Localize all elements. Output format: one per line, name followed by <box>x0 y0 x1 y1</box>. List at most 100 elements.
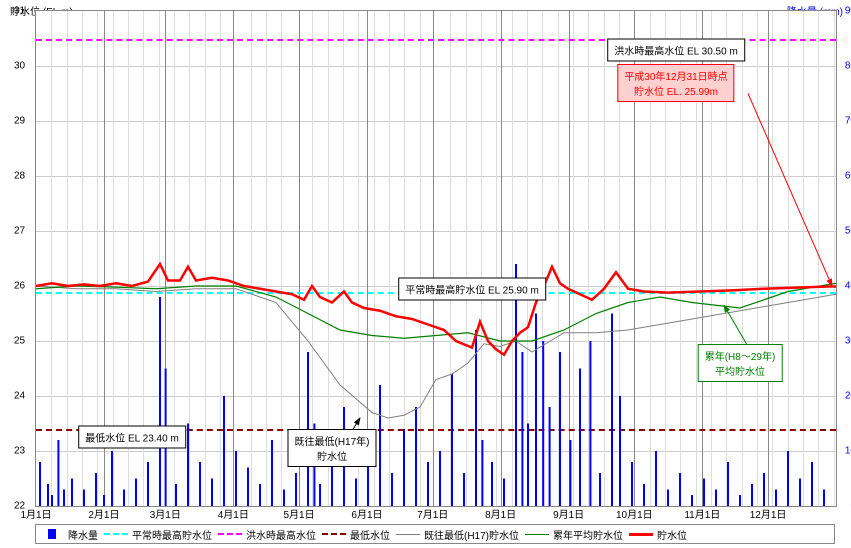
precip-bar <box>199 462 201 506</box>
legend-item: 既往最低(H17)貯水位 <box>396 527 519 542</box>
y1-tick: 28 <box>14 171 25 182</box>
precip-bar <box>775 490 777 507</box>
precip-bar <box>569 440 571 506</box>
precip-bar <box>579 369 581 507</box>
y2-tick: 50 <box>838 226 851 237</box>
precip-bar <box>715 490 717 507</box>
y1-tick: 29 <box>14 116 25 127</box>
legend-label: 平常時最高貯水位 <box>132 527 212 542</box>
y2-tick: 0 <box>838 501 851 512</box>
precip-bar <box>295 473 297 506</box>
precip-bar <box>427 462 429 506</box>
precip-bar <box>439 451 441 506</box>
y1-tick: 26 <box>14 281 25 292</box>
precip-bar <box>259 484 261 506</box>
precip-bar <box>247 468 249 507</box>
precip-bar <box>135 479 137 507</box>
precip-bar <box>211 479 213 507</box>
legend-item: 降水量 <box>40 527 98 542</box>
legend-item: 平常時最高貯水位 <box>104 527 212 542</box>
x-tick: 10月1日 <box>616 506 653 521</box>
x-tick: 11月1日 <box>684 506 720 521</box>
legend-item: 最低水位 <box>322 527 390 542</box>
plot-area: 2223242526272829303101020304050607080901… <box>35 10 837 507</box>
precip-bar <box>271 440 273 506</box>
legend-label: 洪水時最高水位 <box>246 527 316 542</box>
precip-bar <box>175 484 177 506</box>
precip-bar <box>667 490 669 507</box>
y2-tick: 60 <box>838 171 851 182</box>
precip-bar <box>611 314 613 507</box>
x-tick: 4月1日 <box>218 506 249 521</box>
x-tick: 12月1日 <box>750 506 787 521</box>
legend-item: 洪水時最高水位 <box>218 527 316 542</box>
precip-bar <box>549 407 551 506</box>
annotation-min_level_label: 最低水位 EL 23.40 m <box>78 426 186 449</box>
y1-tick: 23 <box>14 446 25 457</box>
precip-bar <box>535 314 537 507</box>
y1-tick: 31 <box>14 6 25 17</box>
precip-bar <box>71 479 73 507</box>
chart-container: 貯水位 (EL.m) 降水量 (mm) 22232425262728293031… <box>0 0 851 548</box>
precip-bar <box>451 374 453 506</box>
precip-bar <box>331 462 333 506</box>
y1-tick: 30 <box>14 61 25 72</box>
x-tick: 5月1日 <box>283 506 314 521</box>
precip-bar <box>379 385 381 506</box>
precip-bar <box>83 490 85 507</box>
precip-bar <box>355 479 357 507</box>
precip-bar <box>503 479 505 507</box>
precip-bar <box>391 473 393 506</box>
precip-bar <box>751 484 753 506</box>
precip-bar <box>599 473 601 506</box>
annotation-avg_label: 累年(H8〜29年)平均貯水位 <box>698 344 783 382</box>
x-tick: 1月1日 <box>20 506 51 521</box>
precip-bar <box>475 330 477 506</box>
x-tick: 6月1日 <box>351 506 382 521</box>
y2-tick: 90 <box>838 6 851 17</box>
precip-bar <box>739 495 741 506</box>
legend-item: 貯水位 <box>629 527 687 542</box>
y2-tick: 80 <box>838 61 851 72</box>
precip-bar <box>515 264 517 506</box>
annotation-normal_max_label: 平常時最高貯水位 EL 25.90 m <box>398 277 546 300</box>
x-tick: 3月1日 <box>150 506 181 521</box>
legend-item: 累年平均貯水位 <box>525 527 623 542</box>
precip-bar <box>811 462 813 506</box>
annotation-past_min_label: 既往最低(H17年)貯水位 <box>287 429 376 467</box>
y2-tick: 20 <box>838 391 851 402</box>
precip-bar <box>147 462 149 506</box>
precip-bar <box>589 341 591 506</box>
precip-bar <box>319 484 321 506</box>
precip-bar <box>643 484 645 506</box>
y2-tick: 10 <box>838 446 851 457</box>
precip-bar <box>763 473 765 506</box>
precip-bar <box>57 440 59 506</box>
x-tick: 7月1日 <box>417 506 448 521</box>
precip-bar <box>655 451 657 506</box>
x-tick: 2月1日 <box>88 506 119 521</box>
precip-bar <box>63 490 65 507</box>
y1-tick: 27 <box>14 226 25 237</box>
y1-tick: 24 <box>14 391 25 402</box>
precip-bar <box>415 407 417 506</box>
y2-tick: 40 <box>838 281 851 292</box>
annotation-current_label: 平成30年12月31日時点貯水位 EL. 25.99m <box>617 64 734 102</box>
precip-bar <box>235 451 237 506</box>
precip-bar <box>491 462 493 506</box>
x-tick: 8月1日 <box>485 506 516 521</box>
precip-bar <box>47 484 49 506</box>
precip-bar <box>283 490 285 507</box>
legend-label: 既往最低(H17)貯水位 <box>424 527 519 542</box>
precip-bar <box>799 479 801 507</box>
y1-tick: 25 <box>14 336 25 347</box>
legend-label: 降水量 <box>68 527 98 542</box>
precip-bar <box>691 495 693 506</box>
x-tick: 9月1日 <box>553 506 584 521</box>
y2-tick: 70 <box>838 116 851 127</box>
precip-bar <box>123 490 125 507</box>
legend-label: 累年平均貯水位 <box>553 527 623 542</box>
chart-legend: 降水量 平常時最高貯水位 洪水時最高水位最低水位 既往最低(H17)貯水位 累年平均貯水… <box>35 524 835 544</box>
precip-bar <box>39 462 41 506</box>
precip-bar <box>631 462 633 506</box>
